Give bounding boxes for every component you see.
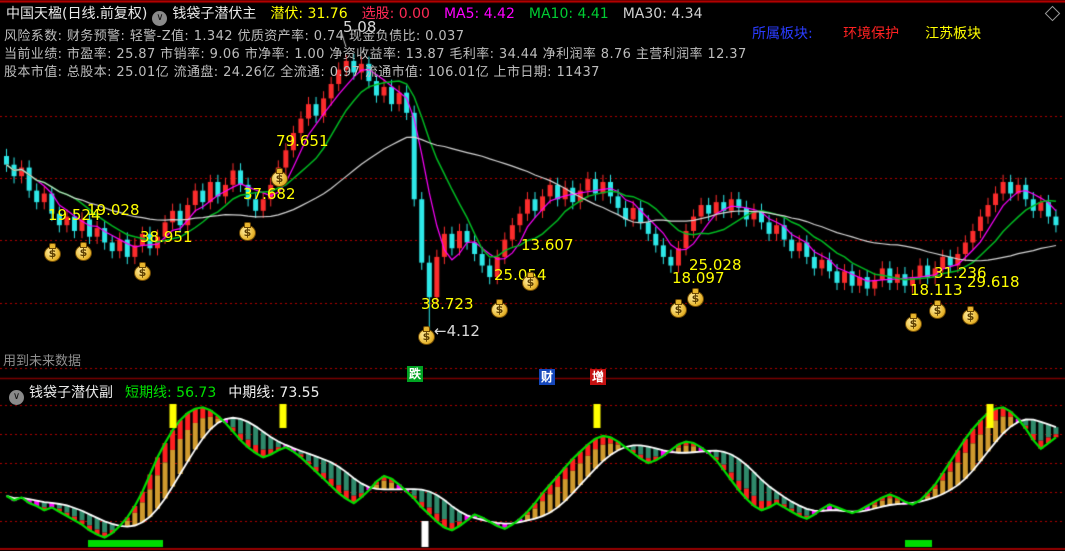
price-label: 38.951 bbox=[140, 228, 193, 246]
moneybag-icon: $ bbox=[522, 272, 539, 291]
price-label: 13.607 bbox=[521, 236, 574, 254]
main-indicator-values: 潜伏: 31.76 选股: 0.00 MA5: 4.42 MA10: 4.41 MA30… bbox=[256, 6, 702, 22]
sub-chart-header: ∨ 钱袋子潜伏副 短期线: 56.73 中期线: 73.55 bbox=[4, 382, 320, 405]
header-field-xuangu: 选股: 0.00 bbox=[361, 6, 430, 22]
moneybag-icon: $ bbox=[929, 300, 946, 319]
price-label: 19.028 bbox=[87, 201, 140, 219]
sector-item-huanjingbaohu[interactable]: 环境保护 bbox=[843, 26, 900, 42]
moneybag-icon: $ bbox=[905, 313, 922, 332]
sector-item-jiangsubankuai[interactable]: 江苏板块 bbox=[925, 26, 982, 42]
price-label: 38.723 bbox=[421, 295, 474, 313]
header-field-ma10: MA10: 4.41 bbox=[528, 6, 609, 22]
moneybag-icon: $ bbox=[687, 288, 704, 307]
price-label: 31.236 bbox=[934, 264, 987, 282]
moneybag-icon: $ bbox=[418, 326, 435, 345]
moneybag-icon: $ bbox=[134, 262, 151, 281]
price-label: ←4.12 bbox=[434, 322, 480, 340]
header-field-qianfu: 潜伏: 31.76 bbox=[270, 6, 348, 22]
event-badge-zeng: 增 bbox=[590, 369, 606, 385]
moneybag-icon: $ bbox=[44, 243, 61, 262]
moneybag-icon: $ bbox=[239, 222, 256, 241]
moneybag-icon: $ bbox=[670, 299, 687, 318]
price-label: 18.113 bbox=[910, 281, 963, 299]
price-label: 19.524 bbox=[48, 206, 101, 224]
price-label: 5.08 bbox=[343, 18, 377, 36]
capital-info-line: 股本市值: 总股本: 25.01亿 流通盘: 24.26亿 全流通: 0.97 … bbox=[4, 65, 600, 80]
sub-field-mid: 中期线: 73.55 bbox=[228, 385, 320, 401]
sub-indicator-values: 短期线: 56.73 中期线: 73.55 bbox=[113, 385, 320, 401]
sub-field-short: 短期线: 56.73 bbox=[125, 385, 217, 401]
moneybag-icon: $ bbox=[491, 299, 508, 318]
sub-indicator-name[interactable]: 钱袋子潜伏副 bbox=[29, 385, 113, 401]
stock-title[interactable]: 中国天楹(日线.前复权) bbox=[6, 6, 148, 22]
risk-info-line: 风险系数: 财务预警: 轻警-Z值: 1.342 优质资产率: 0.74 现金负… bbox=[4, 29, 465, 44]
future-data-note: 用到未来数据 bbox=[3, 354, 82, 369]
moneybag-icon: $ bbox=[75, 242, 92, 261]
event-badge-cai: 财 bbox=[539, 369, 555, 385]
sector-panel: 所属板块: 环境保护 江苏板块 bbox=[752, 23, 981, 43]
chevron-down-icon[interactable]: ∨ bbox=[152, 11, 168, 26]
price-label: 25.028 bbox=[689, 256, 742, 274]
performance-info-line: 当前业绩: 市盈率: 25.87 市销率: 9.06 市净率: 1.00 净资收… bbox=[4, 47, 747, 62]
header-field-ma30: MA30: 4.34 bbox=[622, 6, 703, 22]
price-label: 18.097 bbox=[672, 269, 725, 287]
sector-label: 所属板块: bbox=[752, 26, 813, 42]
event-badge-die: 跌 bbox=[407, 366, 423, 382]
chevron-down-icon[interactable]: ∨ bbox=[9, 390, 24, 405]
price-label: 37.682 bbox=[243, 185, 296, 203]
main-chart-header: 中国天楹(日线.前复权) ∨ 钱袋子潜伏主 潜伏: 31.76 选股: 0.00 MA5:… bbox=[6, 3, 703, 26]
header-field-ma5: MA5: 4.42 bbox=[443, 6, 515, 22]
main-indicator-name[interactable]: 钱袋子潜伏主 bbox=[172, 6, 257, 22]
moneybag-icon: $ bbox=[962, 306, 979, 325]
moneybag-icon: $ bbox=[271, 168, 288, 187]
price-label: 29.618 bbox=[967, 273, 1020, 291]
price-label: 79.651 bbox=[276, 132, 329, 150]
